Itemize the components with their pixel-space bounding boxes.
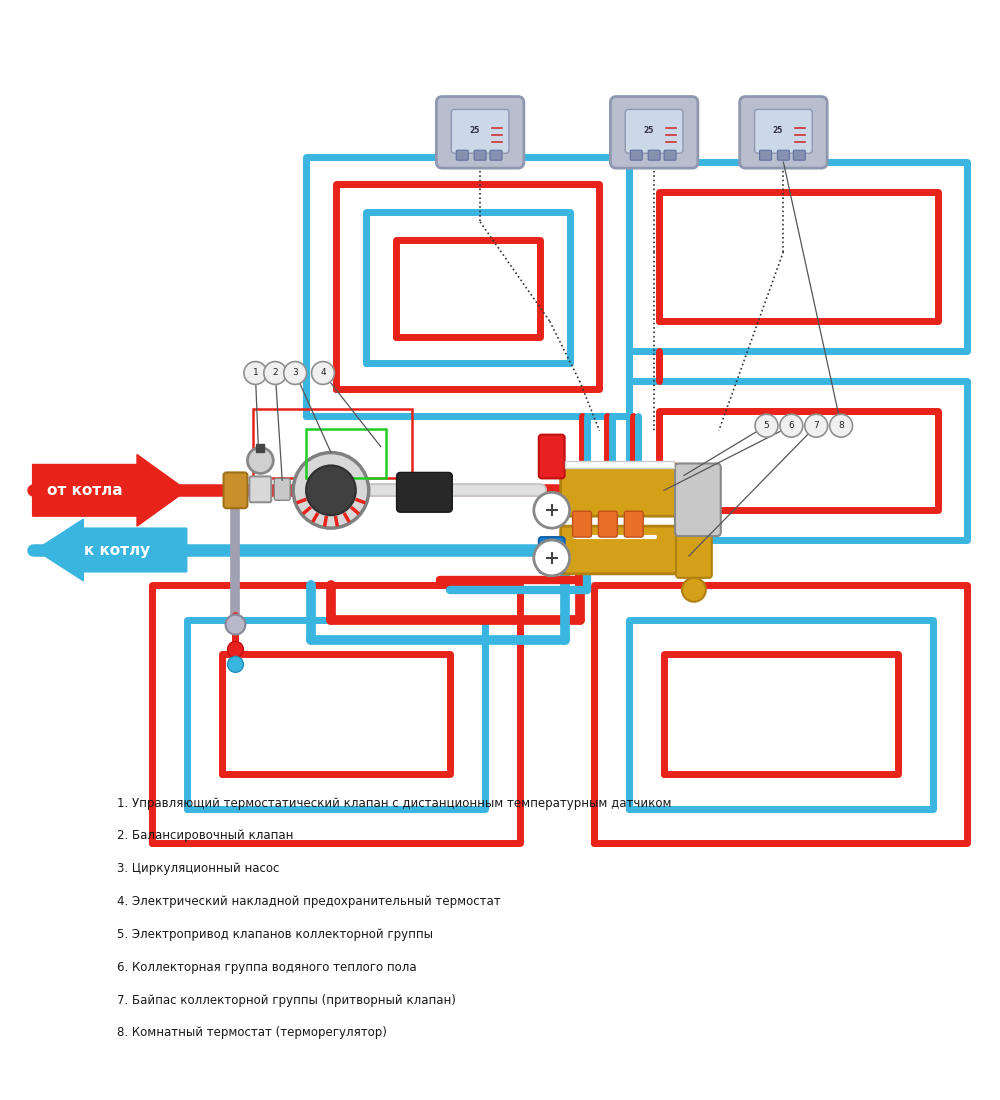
Text: 2. Балансировочный клапан: 2. Балансировочный клапан: [117, 829, 294, 843]
FancyBboxPatch shape: [755, 110, 812, 153]
FancyBboxPatch shape: [675, 463, 721, 536]
FancyBboxPatch shape: [664, 151, 676, 161]
Text: 8: 8: [838, 421, 844, 430]
FancyBboxPatch shape: [539, 434, 565, 478]
Circle shape: [682, 578, 706, 602]
Text: 1: 1: [252, 368, 258, 377]
FancyBboxPatch shape: [598, 512, 617, 537]
FancyBboxPatch shape: [249, 476, 271, 503]
Circle shape: [306, 465, 356, 515]
Text: 1. Управляющий термостатический клапан с дистанционным температурным датчиком: 1. Управляющий термостатический клапан с…: [117, 796, 672, 810]
Text: 8. Комнатный термостат (терморегулятор): 8. Комнатный термостат (терморегулятор): [117, 1026, 387, 1039]
FancyBboxPatch shape: [760, 151, 771, 161]
FancyBboxPatch shape: [539, 537, 565, 573]
FancyBboxPatch shape: [397, 472, 452, 513]
FancyBboxPatch shape: [777, 151, 789, 161]
Text: 5: 5: [764, 421, 769, 430]
FancyBboxPatch shape: [793, 151, 805, 161]
Circle shape: [534, 493, 570, 528]
Text: к котлу: к котлу: [84, 542, 150, 558]
Text: 25: 25: [469, 125, 479, 135]
FancyArrow shape: [33, 454, 187, 526]
Text: 6: 6: [788, 421, 794, 430]
Circle shape: [780, 415, 803, 437]
FancyBboxPatch shape: [624, 512, 643, 537]
FancyBboxPatch shape: [625, 110, 683, 153]
FancyBboxPatch shape: [740, 97, 827, 168]
Text: 5. Электропривод клапанов коллекторной группы: 5. Электропривод клапанов коллекторной г…: [117, 928, 433, 940]
Circle shape: [244, 362, 267, 384]
Text: 3: 3: [292, 368, 298, 377]
FancyBboxPatch shape: [573, 512, 591, 537]
Circle shape: [228, 641, 243, 658]
FancyBboxPatch shape: [490, 151, 502, 161]
Text: 3. Циркуляционный насос: 3. Циркуляционный насос: [117, 862, 280, 876]
FancyBboxPatch shape: [561, 526, 678, 574]
FancyBboxPatch shape: [610, 97, 698, 168]
Circle shape: [805, 415, 828, 437]
Circle shape: [755, 415, 778, 437]
Text: 25: 25: [772, 125, 783, 135]
Circle shape: [264, 362, 287, 384]
Text: от котла: от котла: [47, 483, 122, 498]
FancyBboxPatch shape: [474, 151, 486, 161]
Text: 7: 7: [813, 421, 819, 430]
FancyBboxPatch shape: [630, 151, 642, 161]
Text: 6. Коллекторная группа водяного теплого пола: 6. Коллекторная группа водяного теплого …: [117, 960, 417, 974]
FancyBboxPatch shape: [648, 151, 660, 161]
FancyBboxPatch shape: [451, 110, 509, 153]
FancyArrow shape: [36, 519, 187, 581]
Text: 25: 25: [643, 125, 653, 135]
Text: 2: 2: [272, 368, 278, 377]
Text: 7. Байпас коллекторной группы (притворный клапан): 7. Байпас коллекторной группы (притворны…: [117, 993, 456, 1007]
FancyBboxPatch shape: [436, 97, 524, 168]
FancyBboxPatch shape: [565, 461, 674, 469]
FancyBboxPatch shape: [561, 463, 678, 516]
Circle shape: [312, 362, 334, 384]
Circle shape: [293, 452, 369, 528]
FancyBboxPatch shape: [676, 535, 712, 578]
Circle shape: [226, 615, 245, 635]
Circle shape: [284, 362, 307, 384]
FancyBboxPatch shape: [456, 151, 468, 161]
FancyBboxPatch shape: [224, 472, 247, 508]
FancyBboxPatch shape: [274, 478, 290, 500]
Text: 4: 4: [320, 368, 326, 377]
Text: 4. Электрический накладной предохранительный термостат: 4. Электрический накладной предохранител…: [117, 895, 501, 909]
Circle shape: [534, 540, 570, 576]
Circle shape: [830, 415, 853, 437]
Circle shape: [247, 448, 273, 473]
Circle shape: [228, 657, 243, 672]
